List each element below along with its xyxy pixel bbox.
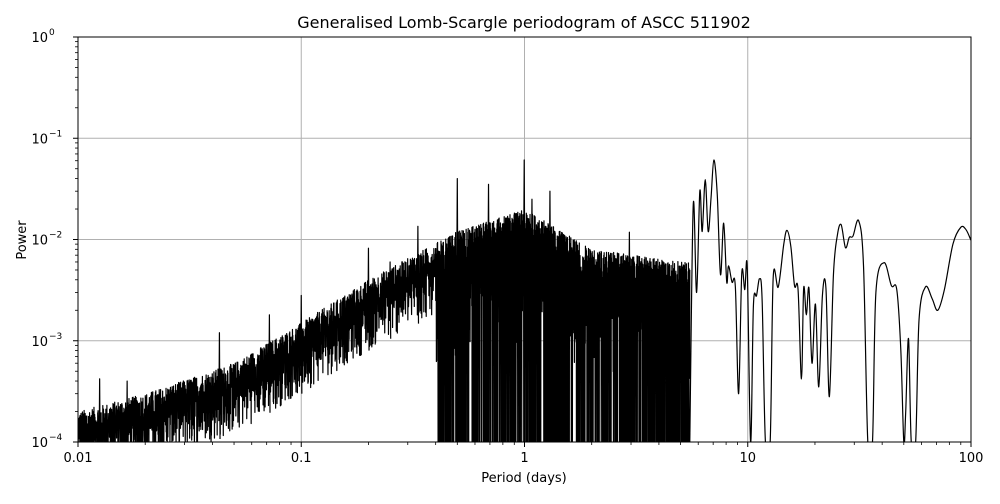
x-tick-label: 0.01: [64, 451, 93, 466]
chart-title: Generalised Lomb-Scargle periodogram of …: [297, 13, 751, 32]
y-tick-label: 10: [31, 335, 48, 350]
x-axis-label: Period (days): [481, 471, 567, 486]
x-tick-label: 0.1: [291, 451, 312, 466]
y-tick-label: 10: [31, 31, 48, 46]
y-axis-label: Power: [15, 220, 30, 260]
y-tick-exponent: −2: [49, 231, 62, 241]
y-tick-label: 10: [31, 132, 48, 147]
y-tick-exponent: −1: [49, 129, 62, 139]
x-tick-label: 1: [520, 451, 528, 466]
periodogram-line: [78, 159, 971, 442]
y-tick-label: 10: [31, 234, 48, 249]
x-tick-label: 10: [739, 451, 756, 466]
y-tick-exponent: 0: [49, 28, 55, 38]
x-axis-ticks: 0.01 0.1 1 10 100: [64, 442, 984, 466]
y-tick-label: 10: [31, 436, 48, 451]
x-tick-label: 100: [959, 451, 984, 466]
y-tick-exponent: −4: [49, 433, 63, 443]
y-tick-exponent: −3: [49, 332, 62, 342]
